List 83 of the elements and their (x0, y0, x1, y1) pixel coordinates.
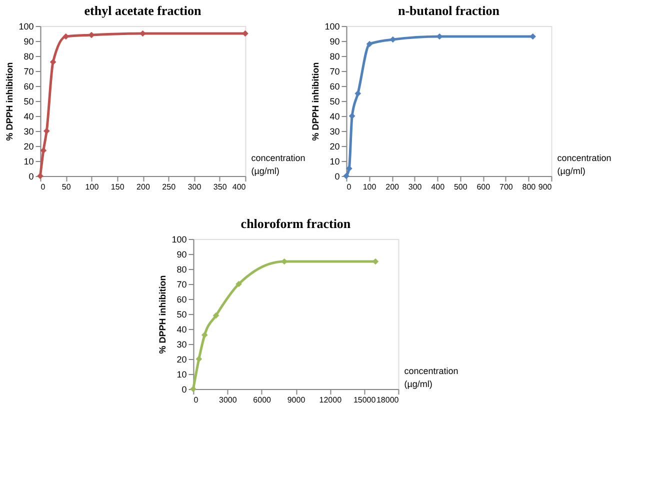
x-tick-label: 500 (454, 182, 468, 192)
x-tick-label: 300 (188, 182, 202, 192)
y-tick-label: 100 (18, 22, 34, 32)
point (346, 165, 352, 172)
y-tick-label: 70 (330, 66, 340, 76)
x-tick-label: 150 (110, 182, 125, 192)
y-tick-label: 10 (330, 156, 340, 166)
y-tick-label: 40 (24, 112, 34, 122)
chart-title: n-butanol fraction (398, 3, 500, 18)
point (348, 112, 356, 120)
y-tick-label: 60 (176, 294, 187, 304)
y-tick-label: 90 (330, 36, 340, 46)
x-tick-label: 100 (85, 182, 100, 192)
point (236, 280, 242, 288)
y-tick-label: 20 (176, 354, 187, 364)
point (242, 30, 248, 37)
y-tick-label: 50 (330, 96, 340, 106)
x-tick-label: 0 (346, 182, 352, 192)
y-tick-label: 70 (24, 66, 34, 76)
y-tick-label: 0 (334, 172, 340, 182)
x-tick-label: 3000 (219, 396, 238, 404)
x-tick-label: 300 (408, 182, 422, 192)
x-tick-label: 0 (40, 182, 46, 192)
y-tick-label: 40 (176, 324, 187, 334)
y-tick-label: 60 (330, 82, 340, 92)
chart-title: chloroform fraction (240, 216, 352, 231)
point (43, 128, 50, 134)
x-tick-label: 15000 (353, 396, 376, 404)
y-axis-title: % DPPH inhibition (4, 62, 15, 141)
point (530, 33, 536, 40)
point (201, 332, 208, 338)
x-tick-label: 250 (162, 182, 176, 192)
point (354, 90, 362, 97)
x-tick-label: 350 (213, 182, 228, 192)
chart-title: ethyl acetate fraction (84, 3, 202, 18)
y-tick-label: 80 (176, 264, 187, 274)
x-tick-label: 9000 (287, 396, 306, 404)
point (212, 312, 220, 319)
y-tick-label: 40 (330, 112, 340, 122)
y-tick-label: 90 (176, 250, 187, 260)
y-axis-title: % DPPH inhibition (158, 275, 168, 354)
point (140, 30, 146, 37)
y-tick-label: 20 (24, 142, 34, 152)
x-axis-title: concentration (µg/ml) (404, 366, 458, 389)
x-tick-label: 200 (386, 182, 400, 192)
point (40, 147, 47, 154)
y-axis-title: % DPPH inhibition (310, 62, 321, 141)
y-tick-label: 30 (24, 126, 34, 136)
y-tick-label: 0 (28, 172, 34, 182)
x-tick-label: 6000 (253, 396, 272, 404)
x-axis-title: concentration (µg/ml) (251, 153, 306, 176)
x-tick-label: 800 (522, 182, 536, 192)
y-tick-label: 90 (24, 36, 34, 46)
x-axis-title: concentration (µg/ml) (557, 153, 612, 176)
y-tick-label: 30 (330, 126, 340, 136)
x-tick-label: 400 (232, 182, 246, 192)
y-tick-label: 10 (176, 370, 187, 380)
point (196, 356, 202, 362)
x-tick-label: 400 (431, 182, 446, 192)
y-tick-label: 70 (176, 280, 187, 290)
x-tick-label: 200 (136, 182, 150, 192)
y-tick-label: 50 (24, 96, 34, 106)
y-tick-label: 50 (176, 310, 187, 320)
y-tick-label: 0 (182, 384, 187, 394)
x-tick-label: 50 (62, 182, 72, 192)
y-tick-label: 100 (324, 22, 340, 32)
y-tick-label: 30 (176, 340, 187, 350)
y-tick-label: 10 (24, 156, 34, 166)
x-tick-label: 900 (538, 182, 552, 192)
x-tick-label: 700 (499, 182, 514, 192)
point (50, 58, 56, 66)
y-tick-label: 80 (24, 52, 34, 62)
point (366, 40, 373, 48)
point (372, 258, 379, 265)
y-tick-label: 20 (330, 142, 340, 152)
y-tick-label: 80 (330, 52, 340, 62)
x-tick-label: 12000 (319, 396, 342, 404)
y-tick-label: 60 (24, 82, 34, 92)
x-tick-label: 0 (194, 396, 199, 404)
x-tick-label: 600 (476, 182, 491, 192)
x-tick-label: 100 (362, 182, 377, 192)
x-tick-label: 18000 (376, 396, 400, 404)
y-tick-label: 100 (172, 234, 187, 244)
